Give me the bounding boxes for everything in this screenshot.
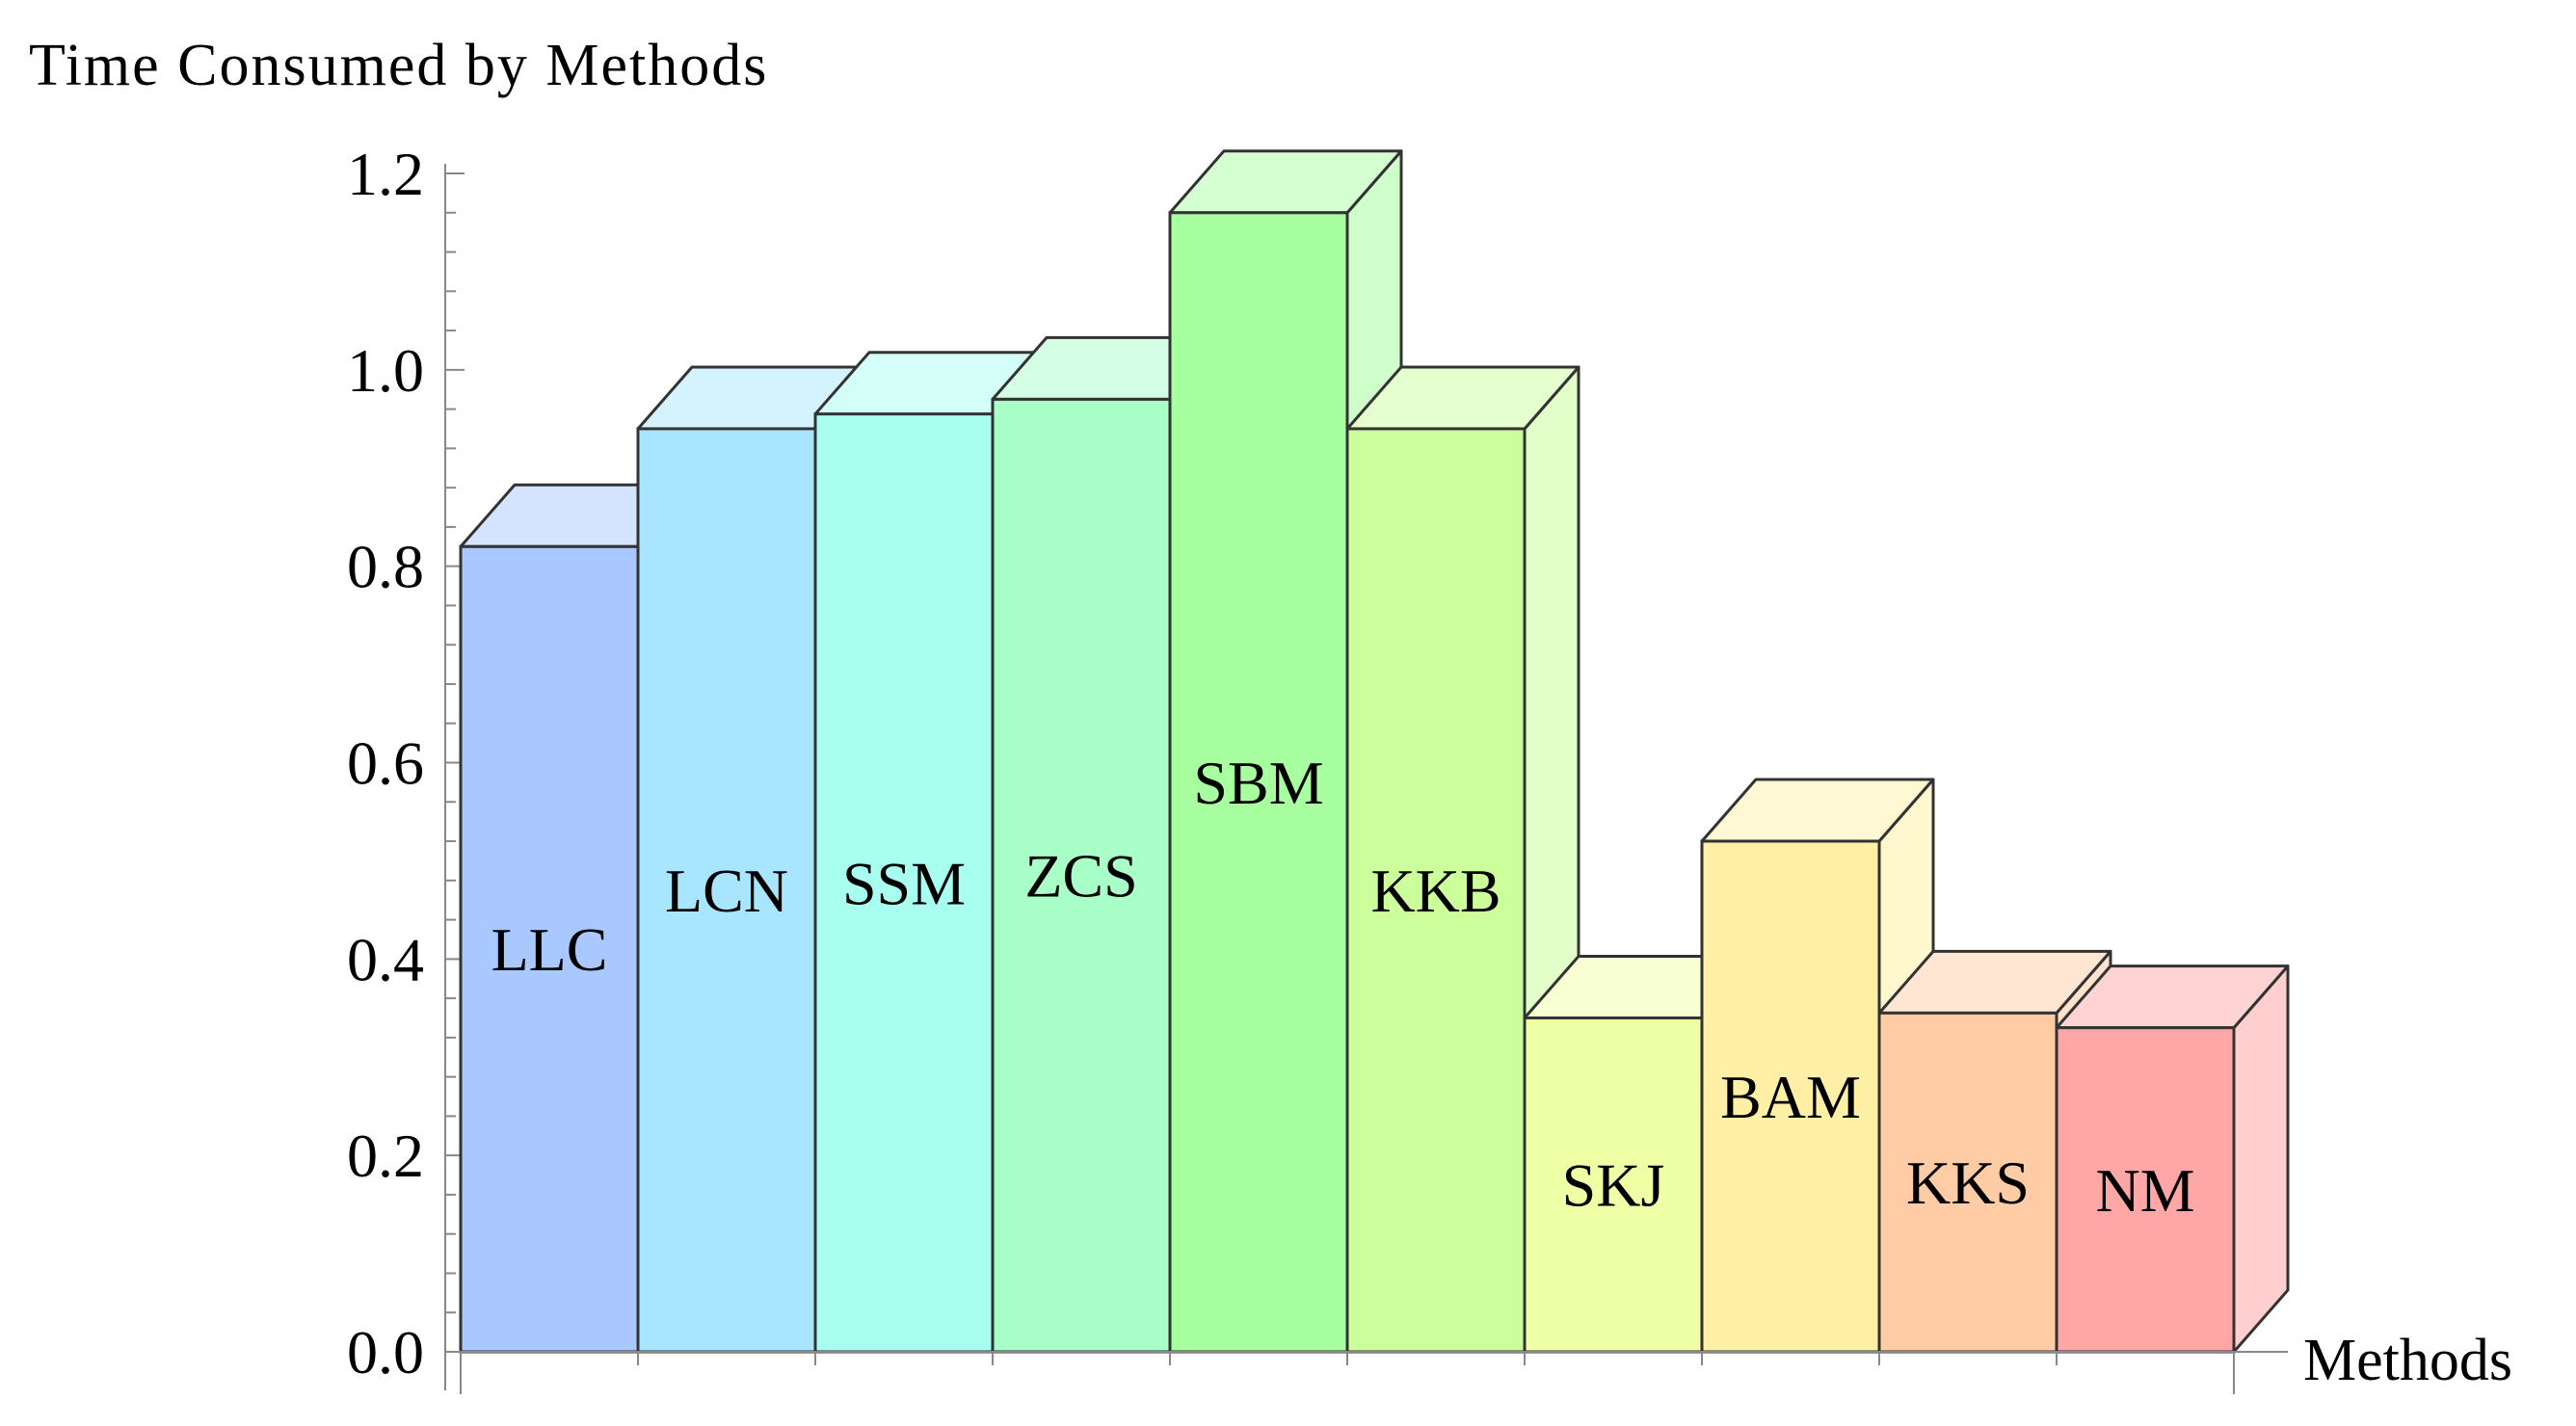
chart-title: Time Consumed by Methods (29, 33, 768, 98)
bar-front-face (1700, 839, 1881, 1354)
bar-label: LCN (665, 857, 788, 925)
bar-front-face (991, 397, 1172, 1354)
bar-label: SKJ (1562, 1151, 1665, 1220)
y-tick-label: 1.2 (347, 140, 424, 208)
bar-label: KKB (1370, 857, 1500, 925)
bar-kkb: KKB (1345, 365, 1580, 1354)
bar-label: BAM (1720, 1063, 1861, 1131)
bar-label: SBM (1193, 749, 1323, 817)
bar-label: KKS (1906, 1149, 2030, 1217)
bar-front-face (459, 544, 640, 1354)
y-tick-label: 0.4 (347, 925, 424, 993)
bar-front-face (2055, 1026, 2236, 1354)
y-tick-label: 0.6 (347, 729, 424, 798)
bar-front-face (1523, 1016, 1704, 1354)
bar-label: ZCS (1024, 842, 1137, 911)
bar-front-face (813, 412, 995, 1354)
y-tick-label: 0.2 (347, 1122, 424, 1190)
bar-label: SSM (842, 849, 966, 917)
bar-nm: NM (2055, 964, 2290, 1354)
x-axis (445, 1351, 2288, 1394)
bars: LLC LCN SSM ZCS SBM KKB SKJ BAM KKS NM (459, 149, 2290, 1354)
bar-label: LLC (491, 915, 608, 984)
y-tick-label: 1.0 (347, 336, 424, 405)
y-tick-label: 0.0 (347, 1318, 424, 1386)
bar-side-face (2232, 964, 2290, 1354)
y-axis: 0.0 0.2 0.4 0.6 0.8 1.0 1.2 (347, 140, 465, 1390)
x-axis-label: Methods (2303, 1328, 2512, 1393)
y-tick-label: 0.8 (347, 533, 424, 601)
bar-front-face (1168, 211, 1349, 1354)
bar-front-face (636, 427, 817, 1354)
bar-label: NM (2095, 1156, 2194, 1225)
bar-front-face (1345, 427, 1527, 1354)
